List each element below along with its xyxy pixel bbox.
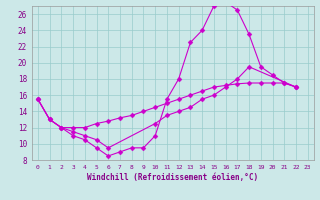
X-axis label: Windchill (Refroidissement éolien,°C): Windchill (Refroidissement éolien,°C) — [87, 173, 258, 182]
